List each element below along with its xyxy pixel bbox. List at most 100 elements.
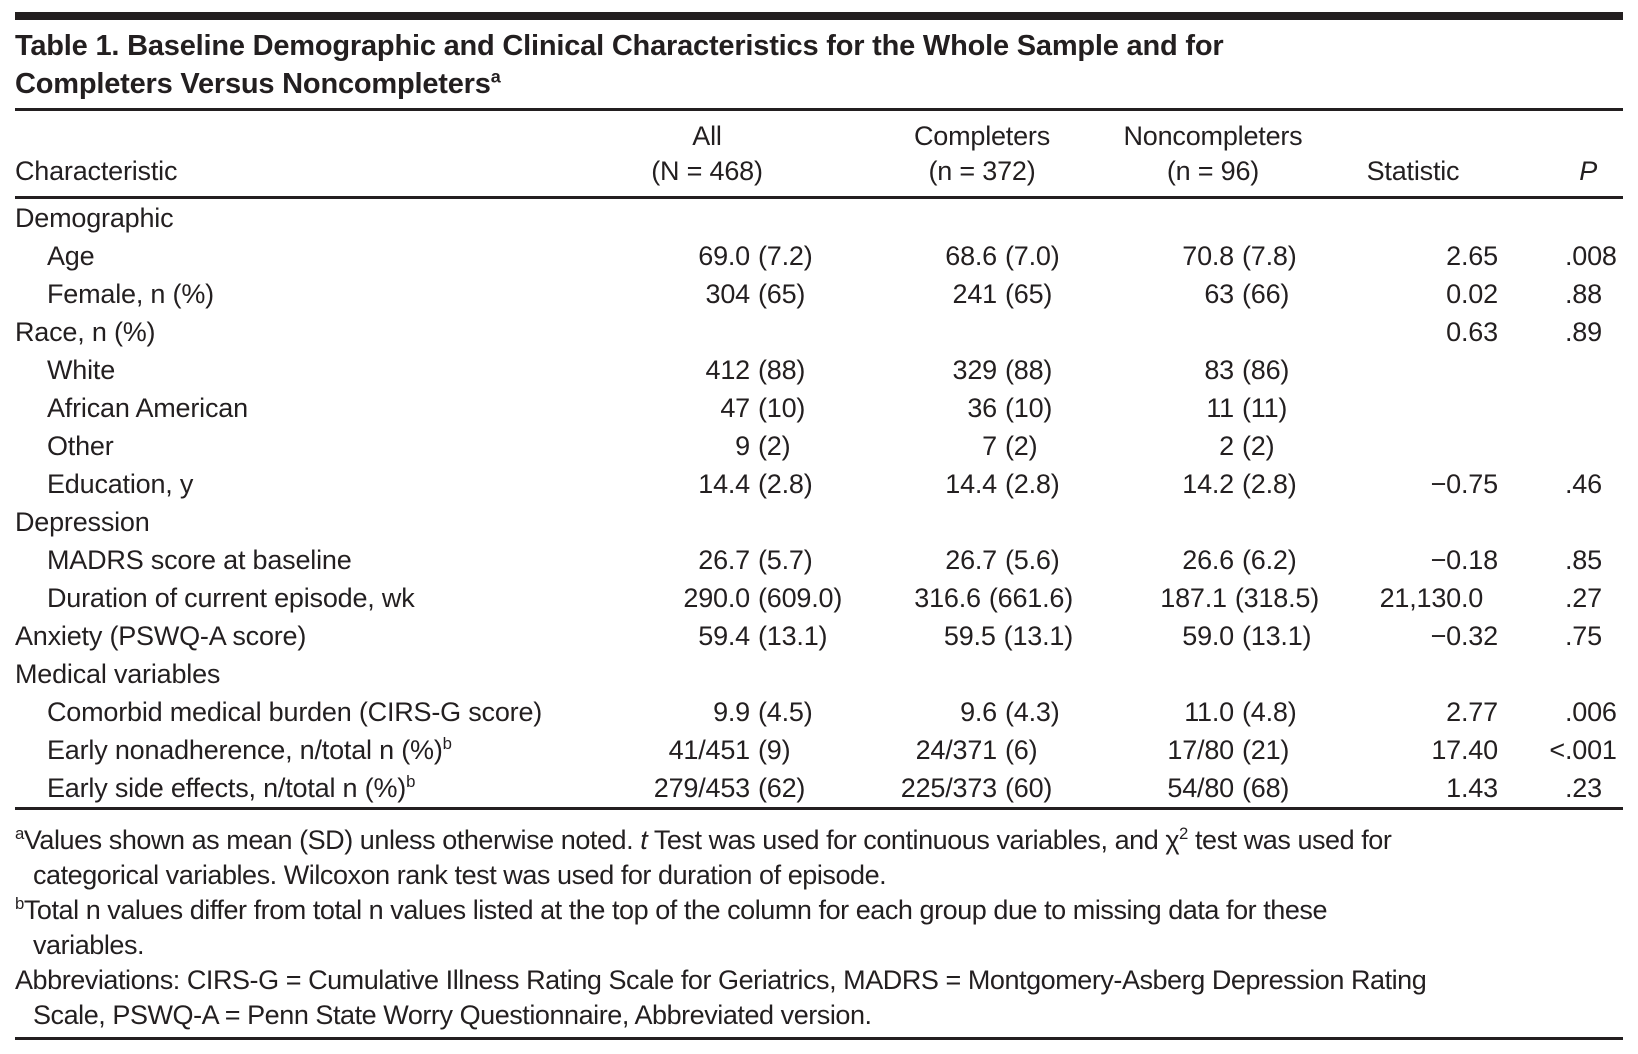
statistic-fraction: .43 [1461,772,1498,803]
footnotes: aValues shown as mean (SD) unless otherw… [15,810,1623,1033]
statistic-cell [1319,389,1507,427]
completers-value-cell: 24/371 (6) [847,731,1073,769]
statistic-cell [1319,198,1507,238]
p-value-cell: .27 [1507,579,1623,617]
value-parenthetical: (4.8) [1242,696,1297,727]
characteristic-cell: Comorbid medical burden (CIRS-G score) [15,693,567,731]
statistic-cell: −0.32 [1319,617,1507,655]
statistic-integer: −0 [1430,544,1462,575]
mean-sd-value: 26.7 (5.7) [567,545,847,576]
p-value-number: .27 [1565,582,1602,613]
text-segment: Completers Versus Noncompleters [15,68,491,100]
statistic-integer: 2 [1446,240,1461,271]
top-accent-bar [15,12,1623,20]
p-value: .27 [1507,583,1623,614]
all-value-cell: 69.0 (7.2) [567,237,847,275]
value-number: 9 [735,430,750,461]
value-parenthetical: (7.0) [1005,240,1060,271]
value-number: 26.7 [698,544,750,575]
mean-sd-value: 24/371 (6) [847,735,1073,766]
statistic-fraction: .0 [1461,582,1484,613]
statistic-fraction: .63 [1461,316,1498,347]
p-value-cell [1507,389,1623,427]
p-value: .46 [1507,469,1623,500]
noncompleters-value-cell: 14.2 (2.8) [1073,465,1319,503]
value-parenthetical: (21) [1242,734,1290,765]
p-value-number: .006 [1565,696,1617,727]
table-row: Age 69.0 (7.2) 68.6 (7.0) 70.8 (7.8) 2.65 .008 [15,237,1623,275]
rule-under-body [15,807,1623,810]
value-number: 68.6 [945,240,997,271]
superscript-marker: b [406,771,416,791]
value-parenthetical: (66) [1242,278,1290,309]
text-segment: White [47,354,116,385]
text-segment: categorical variables. Wilcoxon rank tes… [33,860,887,890]
mean-sd-value: 14.2 (2.8) [1073,469,1319,500]
value-parenthetical: (318.5) [1234,582,1319,613]
all-value-cell: 290.0 (609.0) [567,579,847,617]
header-row: Characteristic All (N = 468) Completers … [15,111,1623,199]
statistic-cell: 2.65 [1319,237,1507,275]
value-parenthetical: (4.5) [758,696,813,727]
rule-under-title [15,108,1623,111]
completers-value-cell: 329 (88) [847,351,1073,389]
noncompleters-value-cell: 26.6 (6.2) [1073,541,1319,579]
completers-value-cell [847,503,1073,541]
table-row: Race, n (%) 0.63 .89 [15,313,1623,351]
text-segment: Age [47,240,95,271]
footnote-line: aValues shown as mean (SD) unless otherw… [15,823,1623,858]
mean-sd-value: 83 (86) [1073,355,1319,386]
characteristic-cell: White [15,351,567,389]
all-value-cell: 14.4 (2.8) [567,465,847,503]
mean-sd-value: 63 (66) [1073,279,1319,310]
mean-sd-value: 7 (2) [847,431,1073,462]
p-value-number: .88 [1565,278,1602,309]
completers-value-cell [847,198,1073,238]
p-value: .89 [1507,317,1623,348]
statistic-value: 0.02 [1319,279,1507,310]
value-parenthetical: (5.6) [1005,544,1060,575]
noncompleters-value-cell: 11.0 (4.8) [1073,693,1319,731]
completers-value-cell: 316.6 (661.6) [847,579,1073,617]
completers-value-cell: 26.7 (5.6) [847,541,1073,579]
mean-sd-value: 59.5 (13.1) [847,621,1073,652]
completers-value-cell: 225/373 (60) [847,769,1073,807]
value-parenthetical: (6) [1005,734,1038,765]
text-segment: Early side effects, n/total n (%) [47,772,407,803]
p-value: < .001 [1507,735,1623,766]
statistic-value: −0.75 [1319,469,1507,500]
text-segment: Race, n (%) [15,316,156,347]
mean-sd-value: 2 (2) [1073,431,1319,462]
noncompleters-value-cell: 70.8 (7.8) [1073,237,1319,275]
completers-value-cell [847,313,1073,351]
table-row: African American 47 (10) 36 (10) 11 (11) [15,389,1623,427]
value-parenthetical: (10) [758,392,806,423]
value-number: 47 [720,392,750,423]
mean-sd-value: 70.8 (7.8) [1073,241,1319,272]
text-segment: Other [47,430,114,461]
all-value-cell: 9 (2) [567,427,847,465]
table-row: Early nonadherence, n/total n (%)b 41/451… [15,731,1623,769]
statistic-cell: −0.75 [1319,465,1507,503]
characteristic-cell: Demographic [15,198,567,238]
characteristic-cell: Depression [15,503,567,541]
p-value: .85 [1507,545,1623,576]
table-row: White 412 (88) 329 (88) 83 (86) [15,351,1623,389]
value-parenthetical: (60) [1005,772,1053,803]
mean-sd-value: 187.1 (318.5) [1073,583,1319,614]
column-header-all: All (N = 468) [567,111,847,199]
p-value: .008 [1507,241,1623,272]
p-value-cell: .23 [1507,769,1623,807]
completers-value-cell: 36 (10) [847,389,1073,427]
p-value-number: .23 [1565,772,1602,803]
statistic-cell: −0.18 [1319,541,1507,579]
superscript-marker: b [442,733,452,753]
value-number: 17/80 [1167,734,1234,765]
value-parenthetical: (65) [758,278,806,309]
p-value: .23 [1507,773,1623,804]
statistic-cell: 0.63 [1319,313,1507,351]
table-row: Demographic [15,198,1623,238]
rule-bottom [15,1037,1623,1040]
value-number: 9.9 [713,696,750,727]
value-number: 70.8 [1182,240,1234,271]
